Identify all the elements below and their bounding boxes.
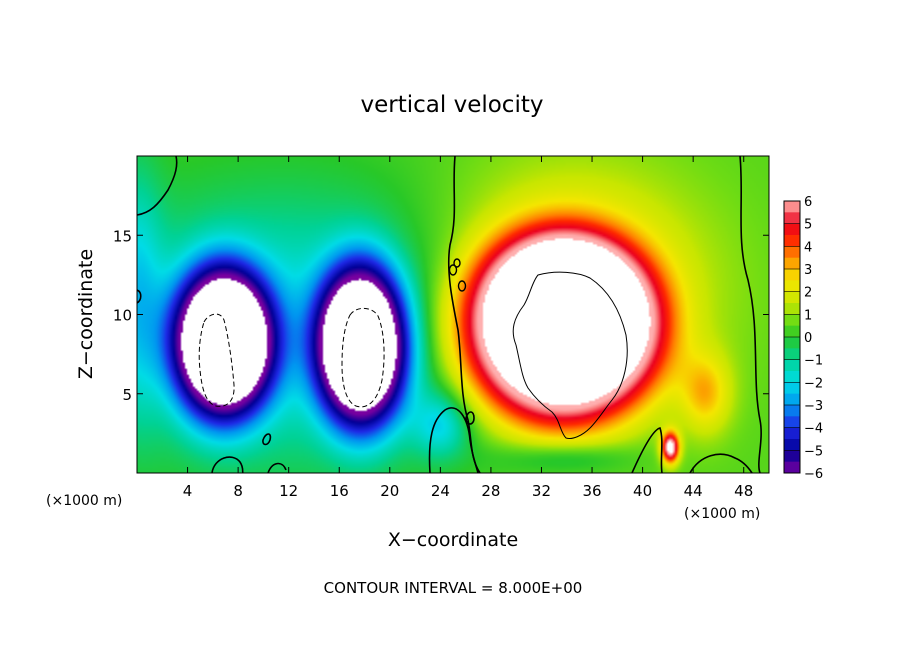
zero-contour — [448, 264, 458, 276]
colorbar-swatch — [784, 393, 800, 406]
x-tick-label: 44 — [684, 482, 703, 500]
zero-contour — [137, 156, 178, 216]
x-tick-label: 12 — [279, 482, 298, 500]
colorbar-tick-label: −1 — [804, 354, 823, 369]
colorbar-swatch — [784, 348, 800, 361]
zero-contour — [137, 289, 142, 304]
y-tick-label: 10 — [113, 307, 132, 325]
colorbar-tick-label: 1 — [804, 308, 812, 323]
x-axis-label: X−coordinate — [388, 529, 518, 551]
colorbar-tick-label: 0 — [804, 331, 812, 346]
colorbar-swatch — [784, 461, 800, 474]
colorbar-swatch — [784, 337, 800, 349]
colorbar-tick-label: 6 — [804, 195, 812, 210]
y-axis: 5 10 15 — [113, 227, 769, 404]
colorbar-swatch — [784, 257, 800, 270]
colorbar-swatch — [784, 212, 800, 225]
colorbar-swatch — [784, 201, 800, 213]
x-tick-label: 48 — [734, 482, 753, 500]
y-tick-label: 5 — [122, 386, 132, 404]
colorbar-swatch — [784, 325, 800, 338]
chart-title: vertical velocity — [361, 92, 544, 118]
colorbar-tick-label: 4 — [804, 240, 812, 255]
zero-contour — [428, 407, 479, 473]
zero-contour — [267, 462, 287, 473]
zero-contour — [739, 156, 762, 473]
x-tick-label: 4 — [183, 482, 193, 500]
x-tick-label: 32 — [532, 482, 551, 500]
zero-contour — [457, 280, 467, 292]
updraft-contour — [512, 271, 628, 439]
colorbar-swatch — [784, 223, 800, 236]
zero-contour — [631, 427, 663, 473]
colorbar: 6 5 4 3 2 1 0 −1 −2 −3 −4 −5 −6 — [783, 195, 823, 482]
colorbar-swatch — [784, 303, 800, 315]
x-unit-label-left: (×1000 m) — [46, 493, 122, 509]
colorbar-swatch — [784, 450, 800, 463]
x-tick-label: 8 — [233, 482, 243, 500]
contour-interval-label: CONTOUR INTERVAL = 8.000E+00 — [324, 579, 583, 597]
zero-contour — [447, 156, 481, 473]
contour-lines — [137, 156, 762, 473]
colorbar-swatch — [784, 371, 800, 383]
colorbar-tick-label: −5 — [804, 444, 823, 459]
colorbar-swatch — [784, 314, 800, 327]
downdraft-contour — [198, 313, 235, 407]
colorbar-swatch — [784, 427, 800, 440]
downdraft-contour — [341, 307, 385, 408]
colorbar-swatch — [784, 291, 800, 304]
zero-contour — [453, 258, 461, 268]
x-unit-label-right: (×1000 m) — [684, 506, 760, 522]
colorbar-swatch — [784, 416, 800, 429]
plot-area — [136, 155, 770, 474]
colorbar-tick-label: 5 — [804, 218, 812, 233]
x-tick-label: 36 — [582, 482, 601, 500]
zero-contour — [689, 453, 753, 473]
colorbar-swatch — [784, 439, 800, 451]
zero-contour — [465, 411, 475, 425]
colorbar-swatch — [784, 280, 800, 293]
y-axis-label: Z−coordinate — [75, 249, 97, 379]
colorbar-swatch — [784, 405, 800, 417]
colorbar-tick-label: −2 — [804, 376, 823, 391]
colorbar-tick-label: −3 — [804, 399, 823, 414]
colorbar-tick-label: 3 — [804, 263, 812, 278]
x-tick-label: 16 — [330, 482, 349, 500]
y-tick-label: 15 — [113, 227, 132, 245]
colorbar-tick-label: −6 — [804, 467, 823, 482]
x-tick-label: 24 — [431, 482, 450, 500]
x-tick-label: 28 — [481, 482, 500, 500]
zero-contour — [262, 433, 272, 446]
x-tick-label: 20 — [380, 482, 399, 500]
zero-contour — [211, 456, 244, 473]
colorbar-tick-label: 2 — [804, 286, 812, 301]
x-axis: 4 8 12 16 20 24 28 32 36 40 44 48 — [183, 156, 753, 500]
colorbar-swatch — [784, 382, 800, 395]
colorbar-swatch — [784, 246, 800, 259]
colorbar-swatch — [784, 235, 800, 247]
colorbar-swatch — [784, 269, 800, 281]
velocity-heatmap — [137, 156, 769, 473]
colorbar-swatch — [784, 359, 800, 372]
x-tick-label: 40 — [633, 482, 652, 500]
colorbar-tick-label: −4 — [804, 422, 823, 437]
